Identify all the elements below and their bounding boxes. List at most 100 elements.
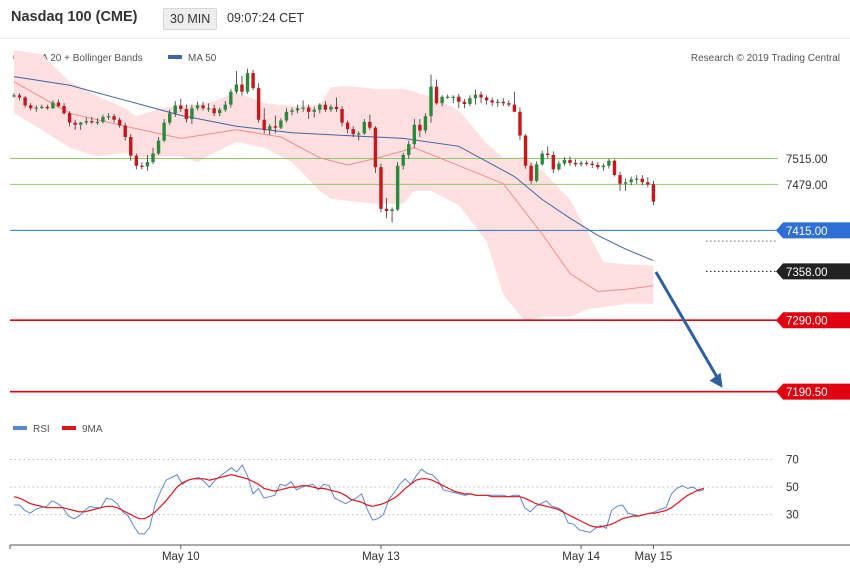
candle-body: [212, 108, 216, 114]
candle-body: [84, 121, 88, 123]
candle-body: [651, 184, 656, 202]
candle-body: [534, 164, 539, 181]
candle-body: [306, 107, 311, 112]
rsi-tick-label: 70: [786, 455, 799, 467]
candle-body: [12, 95, 16, 97]
ma20-legend-label: MA 20 + Bollinger Bands: [33, 53, 143, 64]
x-axis-label: May 14: [562, 551, 600, 563]
candle-body: [462, 101, 467, 104]
candle-body: [546, 153, 550, 155]
rsi-line: [14, 464, 705, 535]
candle-body: [473, 94, 478, 99]
candle-body: [106, 116, 111, 118]
candle-body: [445, 96, 450, 98]
candle-body: [62, 106, 66, 114]
candle-body: [635, 178, 639, 180]
ma50-line: [13, 76, 654, 262]
candle-body: [512, 104, 517, 112]
candle-body: [218, 109, 222, 114]
candle-body: [323, 104, 328, 110]
forecast-arrow-head: [709, 372, 723, 388]
candle-body: [557, 163, 561, 170]
bollinger-bands: [14, 50, 654, 322]
candle-body: [551, 154, 556, 170]
candle-body: [584, 162, 589, 165]
candle-body: [518, 111, 522, 136]
candle-body: [357, 133, 361, 135]
candle-body: [201, 105, 205, 109]
level-tag-7290.00: 7290.00: [776, 312, 850, 329]
x-axis-label: May 13: [362, 551, 400, 563]
candle-body: [190, 108, 194, 120]
candle-body: [334, 106, 339, 109]
candle-body: [457, 96, 461, 102]
rsi-tick-label: 50: [786, 482, 799, 494]
rsi-legend-label: RSI: [33, 424, 50, 435]
candle-body: [379, 167, 383, 209]
candle-body: [34, 107, 38, 109]
candle-body: [601, 165, 606, 168]
candle-body: [51, 102, 55, 109]
candle-body: [56, 102, 61, 107]
timestamp: 09:07:24 CET: [227, 11, 305, 25]
candlesticks: [12, 68, 656, 223]
candle-body: [401, 154, 405, 166]
candle-body: [95, 121, 100, 124]
candle-body: [273, 126, 278, 128]
candle-body: [434, 86, 439, 104]
candle-body: [184, 108, 189, 120]
level-tag-text: 7290.00: [786, 316, 828, 328]
candle-body: [290, 110, 294, 112]
candle-body: [301, 107, 305, 109]
candle-body: [295, 108, 300, 111]
level-tag-text: 7515.00: [786, 154, 828, 166]
interval-selector[interactable]: 30 MIN: [163, 8, 218, 30]
candle-body: [240, 84, 244, 92]
rsi-legend-swatch: [13, 426, 27, 430]
candle-body: [596, 165, 600, 168]
candle-body: [479, 94, 483, 98]
rsi-tick-label: 30: [786, 510, 799, 522]
candle-body: [79, 122, 83, 125]
candle-body: [501, 101, 505, 104]
candle-body: [612, 160, 617, 176]
candle-body: [45, 106, 50, 109]
candle-body: [373, 127, 378, 168]
candle-body: [162, 122, 166, 141]
candle-body: [351, 129, 355, 135]
candle-body: [418, 124, 422, 131]
candle-body: [40, 106, 44, 109]
level-tag-7479.00: 7479.00: [786, 180, 828, 192]
level-tag-7358.00: 7358.00: [776, 263, 850, 280]
candle-body: [167, 113, 172, 123]
candle-body: [507, 103, 511, 105]
candle-body: [279, 120, 283, 128]
candle-body: [229, 91, 233, 105]
candle-body: [562, 159, 567, 164]
candle-body: [117, 119, 122, 126]
candle-body: [179, 105, 183, 109]
candle-body: [340, 108, 344, 123]
candle-body: [368, 121, 372, 128]
candle-body: [123, 125, 127, 137]
candle-body: [623, 182, 628, 184]
ma9-legend-swatch: [62, 426, 76, 430]
candle-body: [573, 162, 578, 165]
level-tag-7415.00: 7415.00: [776, 222, 850, 239]
candle-body: [618, 175, 622, 184]
level-tags: 7515.00 7479.00 7415.00 7358.00 7290.00 7190.…: [776, 154, 850, 400]
candle-body: [90, 121, 94, 123]
candle-body: [429, 86, 433, 117]
ma50-legend-swatch: [168, 55, 182, 59]
rsi-panel: 70 50 30: [10, 455, 799, 535]
candle-body: [134, 155, 139, 166]
level-lines: [10, 158, 778, 393]
candle-body: [262, 119, 266, 130]
candle-body: [245, 73, 250, 92]
candle-body: [407, 144, 411, 155]
candle-body: [345, 122, 350, 130]
candle-body: [568, 159, 572, 163]
candle-body: [423, 116, 428, 131]
candle-body: [490, 100, 494, 103]
candle-body: [251, 73, 255, 89]
